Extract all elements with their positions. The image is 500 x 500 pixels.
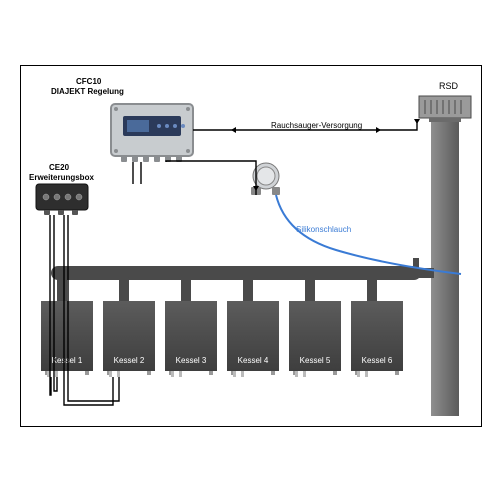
boiler-label-3: Kessel 3 (176, 356, 207, 365)
manifold-pipe (51, 266, 421, 280)
wire-ctrl-sensor (166, 161, 256, 195)
boiler-label-2: Kessel 2 (114, 356, 145, 365)
boiler-label-1: Kessel 1 (52, 356, 83, 365)
boiler-label-4: Kessel 4 (238, 356, 269, 365)
diagram-svg: Kessel 1 Kessel 2 Kessel 3 Kessel 4 Kessel 5… (21, 66, 481, 426)
boiler-label-5: Kessel 5 (300, 356, 331, 365)
diagram-stage: CFC10 DIAJEKT Regelung CE20 Erweiterungs… (0, 0, 500, 500)
rsd-fan (419, 96, 471, 118)
boiler-label-6: Kessel 6 (362, 356, 393, 365)
wire-ctrl-fan (193, 122, 417, 130)
diagram-frame: CFC10 DIAJEKT Regelung CE20 Erweiterungs… (20, 65, 482, 427)
chimney (431, 116, 459, 416)
